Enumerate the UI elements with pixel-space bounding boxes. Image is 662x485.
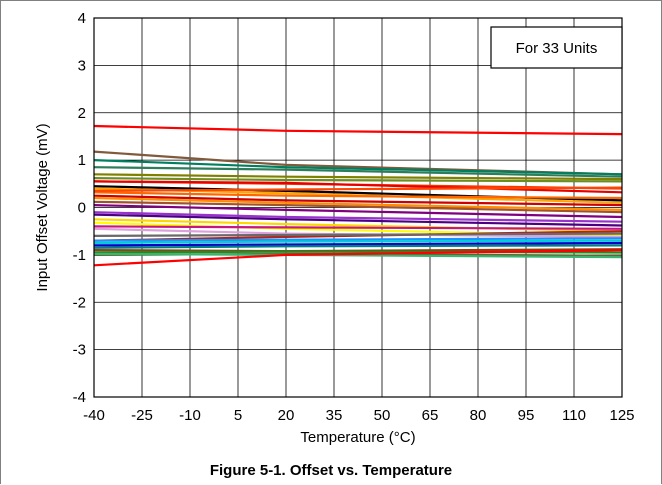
series-line-1: [93, 124, 623, 136]
series-line-15: [93, 204, 623, 219]
series-line-20: [93, 227, 623, 238]
series-line-25: [93, 244, 623, 249]
x-tick-label: 125: [609, 407, 634, 424]
series-line-22: [93, 237, 623, 242]
y-tick-label: 3: [78, 57, 86, 74]
series-line-12: [93, 194, 623, 207]
y-tick-label: 2: [78, 105, 86, 122]
x-tick-labels: -40 -25 -10 5 20 35 50 65 80 95 110 125: [83, 407, 634, 424]
series-line-30: [93, 249, 623, 267]
x-tick-label: -40: [83, 407, 105, 424]
y-tick-label: -1: [73, 247, 86, 264]
series-line-6: [93, 177, 623, 183]
series-line-13: [93, 196, 623, 211]
annotation-box-border: [490, 26, 623, 69]
x-tick-label: 5: [234, 407, 242, 424]
series-lines: [93, 124, 623, 267]
x-tick-label: -25: [131, 407, 153, 424]
series-line-31: [93, 225, 623, 230]
plot-area-border: [93, 17, 623, 398]
y-tick-label: 4: [78, 10, 86, 27]
y-tick-label: 0: [78, 200, 86, 217]
x-tick-label: 80: [470, 407, 487, 424]
y-tick-label: -3: [73, 342, 86, 359]
series-line-11: [93, 191, 623, 200]
series-line-24: [93, 241, 623, 247]
series-line-5: [93, 173, 623, 181]
series-line-3: [93, 159, 623, 176]
x-tick-label: 35: [326, 407, 343, 424]
x-tick-label: 20: [278, 407, 295, 424]
x-tick-label: -10: [179, 407, 201, 424]
x-tick-label: 50: [374, 407, 391, 424]
series-line-32: [93, 186, 623, 192]
y-tick-labels: -4 -3 -2 -1 0 1 2 3 4: [73, 10, 86, 406]
x-tick-label: 95: [518, 407, 535, 424]
offset-vs-temperature-chart: -40 -25 -10 5 20 35 50 65 80 95 110 125 -4-3-2-1012…: [34, 10, 635, 446]
y-axis-title: Input Offset Voltage (mV): [34, 123, 51, 291]
series-line-17: [93, 213, 623, 227]
series-line-16: [93, 211, 623, 223]
x-tick-label: 110: [562, 407, 586, 424]
series-line-33: [93, 232, 623, 237]
series-line-14: [93, 200, 623, 214]
y-tick-label: 1: [78, 152, 86, 169]
x-tick-label: 65: [422, 407, 439, 424]
annotation-box: For 33 Units: [490, 26, 623, 69]
figure-caption: Figure 5-1. Offset vs. Temperature: [209, 462, 453, 479]
y-tick-label: -2: [73, 294, 86, 311]
series-line-4: [93, 166, 623, 178]
y-tick-label: -4: [73, 389, 86, 406]
x-axis-title: Temperature (°C): [300, 429, 415, 446]
series-line-23: [93, 239, 623, 245]
annotation-text: For 33 Units: [516, 40, 598, 57]
